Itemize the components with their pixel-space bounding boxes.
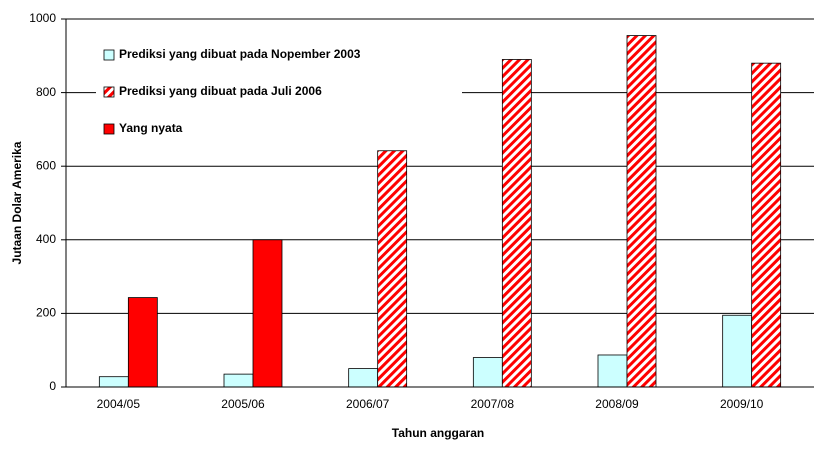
y-tick-label: 600 xyxy=(36,158,56,172)
bar xyxy=(252,239,283,388)
x-tick-label: 2006/07 xyxy=(346,397,390,411)
y-tick-label: 800 xyxy=(36,85,56,99)
x-tick-label: 2009/10 xyxy=(720,397,764,411)
y-tick-label: 0 xyxy=(49,379,56,393)
legend-swatch xyxy=(103,123,115,135)
legend-swatch xyxy=(103,49,115,61)
bar xyxy=(722,314,753,388)
bar xyxy=(472,357,503,388)
bar xyxy=(348,368,379,388)
legend-swatch xyxy=(103,86,115,98)
legend-label: Yang nyata xyxy=(119,121,183,135)
x-tick-label: 2004/05 xyxy=(97,397,141,411)
legend-background xyxy=(96,36,462,146)
x-tick-label: 2005/06 xyxy=(221,397,265,411)
legend-label: Prediksi yang dibuat pada Juli 2006 xyxy=(119,84,322,98)
y-tick-label: 1000 xyxy=(29,11,56,25)
bar xyxy=(501,59,532,388)
x-tick-label: 2008/09 xyxy=(595,397,639,411)
y-tick-label: 400 xyxy=(36,232,56,246)
x-axis-label: Tahun anggaran xyxy=(392,426,484,440)
y-tick-label: 200 xyxy=(36,306,56,320)
y-axis-label: Jutaan Dolar Amerika xyxy=(10,141,24,264)
bar xyxy=(626,35,657,388)
bar xyxy=(223,373,254,388)
bar xyxy=(127,297,158,388)
bar xyxy=(98,376,129,388)
bar xyxy=(751,62,782,388)
legend-label: Prediksi yang dibuat pada Nopember 2003 xyxy=(119,47,361,61)
bar xyxy=(377,150,408,388)
x-tick-label: 2007/08 xyxy=(471,397,515,411)
bar xyxy=(597,354,628,388)
